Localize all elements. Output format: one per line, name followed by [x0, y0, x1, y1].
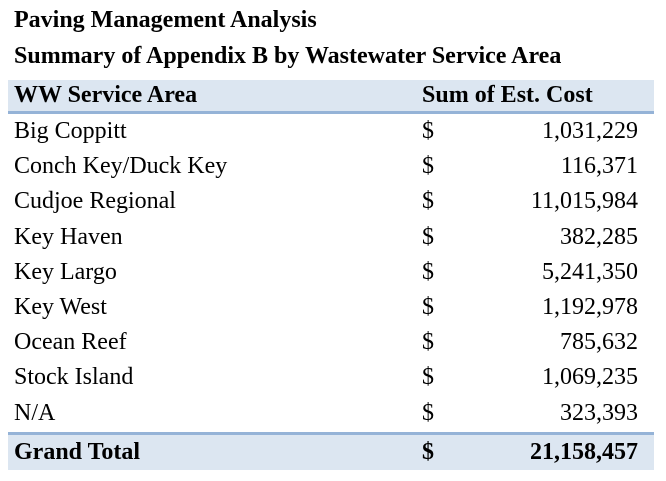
cost-cell: 785,632 [560, 329, 638, 356]
cost-cell: 1,069,235 [542, 364, 638, 391]
cost-cell: 116,371 [560, 153, 638, 180]
service-area-cell: Key West [14, 293, 107, 320]
table-row: Key Haven $382,285 [8, 220, 654, 255]
document-subtitle: Summary of Appendix B by Wastewater Serv… [14, 43, 562, 69]
table-row: Key Largo $5,241,350 [8, 255, 654, 290]
total-currency: $ [422, 438, 434, 465]
currency-cell: $ [422, 118, 434, 144]
currency-cell: $ [422, 293, 434, 320]
currency-cell: $ [422, 223, 434, 250]
grand-total-row: Grand Total $ 21,158,457 [8, 431, 654, 470]
currency-cell: $ [422, 364, 434, 391]
table-row: Key West $1,192,978 [8, 290, 654, 325]
cost-cell: 323,393 [560, 399, 638, 426]
table-row: Cudjoe Regional $11,015,984 [8, 184, 654, 219]
cost-cell: 5,241,350 [542, 258, 638, 285]
header-sum-cost: Sum of Est. Cost [422, 82, 593, 108]
cost-cell: 1,031,229 [542, 118, 638, 144]
service-area-cell: Ocean Reef [14, 329, 127, 356]
currency-cell: $ [422, 329, 434, 356]
service-area-cell: N/A [14, 399, 56, 426]
cost-cell: 382,285 [560, 223, 638, 250]
table-row: N/A $323,393 [8, 396, 654, 431]
service-area-cell: Key Haven [14, 223, 123, 250]
total-label: Grand Total [14, 438, 141, 465]
service-area-cell: Cudjoe Regional [14, 188, 176, 215]
cost-cell: 1,192,978 [542, 293, 638, 320]
cost-cell: 11,015,984 [530, 188, 638, 215]
table-row: Stock Island $1,069,235 [8, 360, 654, 395]
currency-cell: $ [422, 399, 434, 426]
document-title: Paving Management Analysis [14, 7, 317, 33]
summary-table: WW Service Area Sum of Est. Cost Big Cop… [8, 80, 654, 470]
service-area-cell: Big Coppitt [14, 118, 127, 144]
table-row: Big Coppitt $1,031,229 [8, 114, 654, 149]
header-service-area: WW Service Area [14, 82, 198, 108]
service-area-cell: Key Largo [14, 258, 117, 285]
currency-cell: $ [422, 153, 434, 180]
table-row: Ocean Reef $785,632 [8, 325, 654, 360]
currency-cell: $ [422, 188, 434, 215]
table-row: Conch Key/Duck Key $116,371 [8, 149, 654, 184]
currency-cell: $ [422, 258, 434, 285]
service-area-cell: Stock Island [14, 364, 134, 391]
service-area-cell: Conch Key/Duck Key [14, 153, 228, 180]
total-cost: 21,158,457 [530, 438, 638, 465]
table-header: WW Service Area Sum of Est. Cost [8, 80, 654, 114]
